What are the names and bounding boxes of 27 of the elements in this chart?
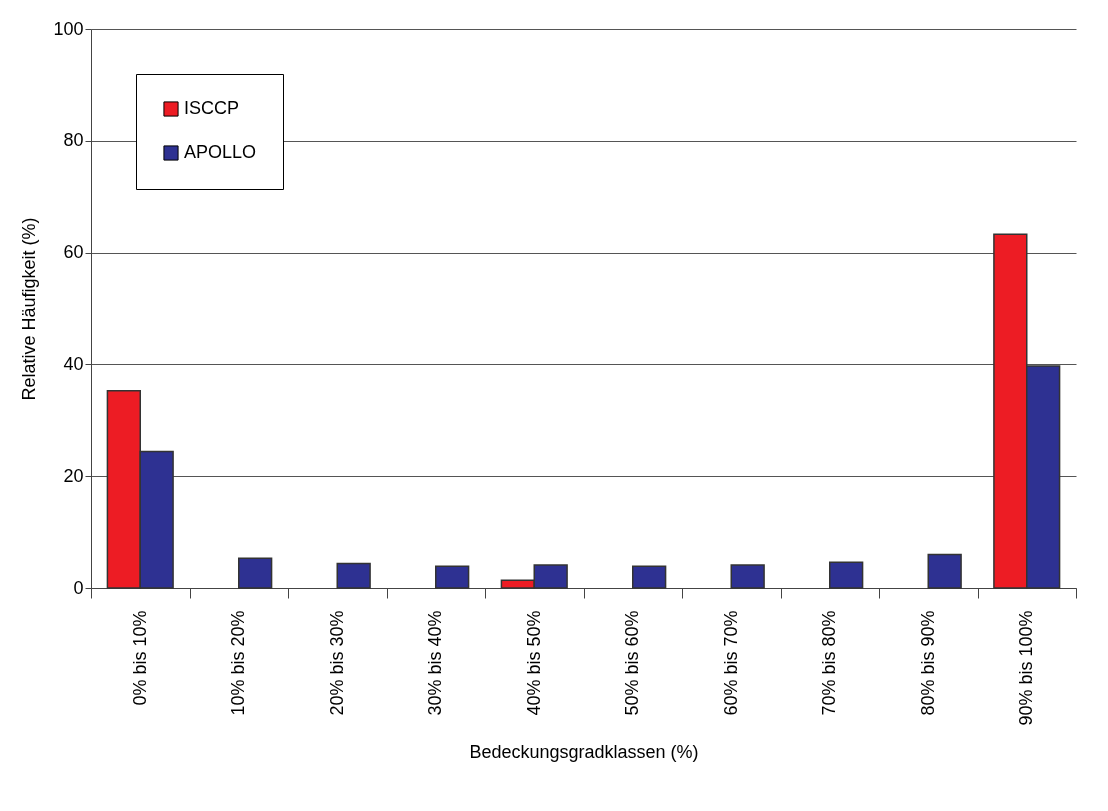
x-tick-label: 10% bis 20%: [228, 610, 249, 716]
x-tick-label: 60% bis 70%: [720, 610, 741, 716]
bar: [238, 557, 273, 589]
x-tick-label: 20% bis 30%: [326, 610, 347, 716]
x-tick-label: 50% bis 60%: [622, 610, 643, 716]
bar: [435, 565, 470, 589]
bar: [730, 564, 765, 589]
bar: [829, 561, 864, 589]
y-tick-label: 80: [63, 130, 84, 151]
legend-label: APOLLO: [184, 142, 257, 162]
y-tick-label: 60: [63, 242, 84, 263]
x-tick-label: 40% bis 50%: [523, 610, 544, 716]
x-tick-label: 30% bis 40%: [425, 610, 446, 716]
y-axis-title: Relative Häufigkeit (%): [19, 217, 40, 401]
x-axis-title: Bedeckungsgradklassen (%): [469, 741, 699, 762]
x-tick-label: 0% bis 10%: [129, 610, 150, 706]
y-tick-label: 40: [63, 353, 84, 374]
bar: [336, 562, 371, 589]
y-tick-label: 20: [63, 465, 84, 486]
x-tick-label: 90% bis 100%: [1016, 610, 1037, 726]
x-tick-label: 80% bis 90%: [917, 610, 938, 716]
legend-label: ISCCP: [184, 98, 240, 118]
bar: [632, 565, 667, 589]
y-tick-label: 0: [73, 577, 84, 598]
x-tick-label: 70% bis 80%: [819, 610, 840, 716]
bar: [927, 553, 962, 589]
y-tick-label: 100: [53, 18, 84, 39]
